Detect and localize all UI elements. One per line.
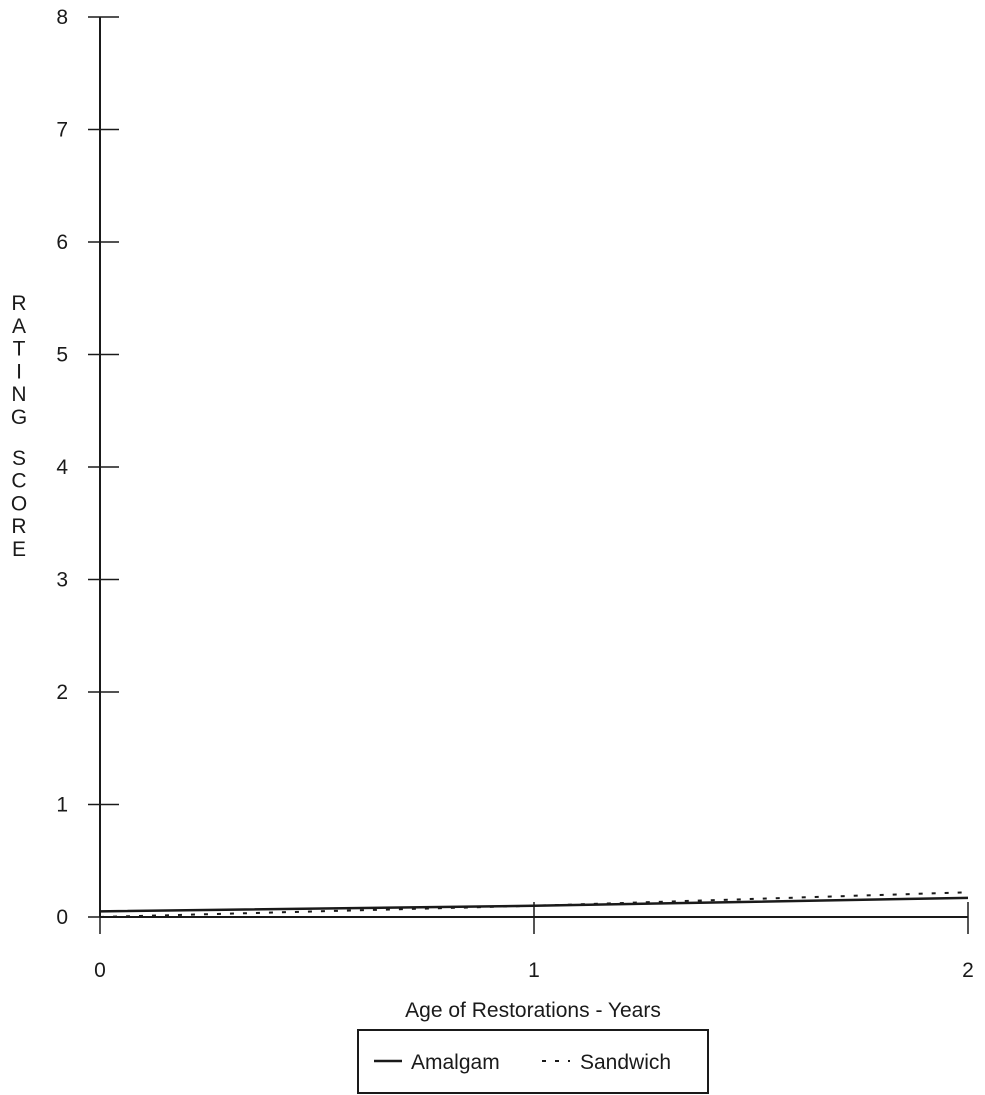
series-amalgam-line: [99, 896, 969, 913]
y-axis-label-letter: N: [11, 383, 26, 406]
legend-box: [357, 1029, 709, 1094]
legend-label-amalgam: Amalgam: [411, 1051, 500, 1074]
series-layer: [99, 891, 969, 918]
y-tick-label: 1: [56, 794, 68, 817]
y-tick-label: 0: [56, 906, 68, 929]
y-axis-label-letter: O: [11, 492, 27, 515]
y-axis-label-letter: C: [11, 470, 26, 493]
y-tick-label: 5: [56, 344, 68, 367]
y-tick-label: 4: [56, 456, 68, 479]
legend-label-sandwich: Sandwich: [580, 1051, 671, 1074]
chart-axes: [99, 17, 968, 918]
x-tick-label: 1: [528, 959, 540, 982]
y-tick-label: 8: [56, 6, 68, 29]
y-axis-label-letter: R: [11, 515, 26, 538]
y-axis-label-letter: A: [12, 315, 26, 338]
y-axis-label-letter: I: [16, 360, 22, 383]
y-tick-label: 6: [56, 231, 68, 254]
y-tick-label: 3: [56, 569, 68, 592]
x-tick-label: 2: [962, 959, 974, 982]
x-axis-label: Age of Restorations - Years: [405, 999, 661, 1022]
y-axis-label-letter: G: [11, 406, 27, 429]
y-axis-label-letter: T: [13, 338, 26, 361]
x-tick-label: 0: [94, 959, 106, 982]
series-sandwich-line: [99, 891, 969, 918]
x-ticks: 0 1 2: [94, 902, 974, 982]
y-axis-label-letter: E: [12, 538, 26, 561]
y-tick-label: 7: [56, 119, 68, 142]
y-ticks: 0 1 2 3 4 5 6 7 8: [56, 6, 119, 929]
y-tick-label: 2: [56, 681, 68, 704]
y-axis-label-letter: R: [11, 292, 26, 315]
legend: Amalgam Sandwich: [357, 1029, 709, 1094]
y-axis-label-letter: S: [12, 447, 26, 470]
